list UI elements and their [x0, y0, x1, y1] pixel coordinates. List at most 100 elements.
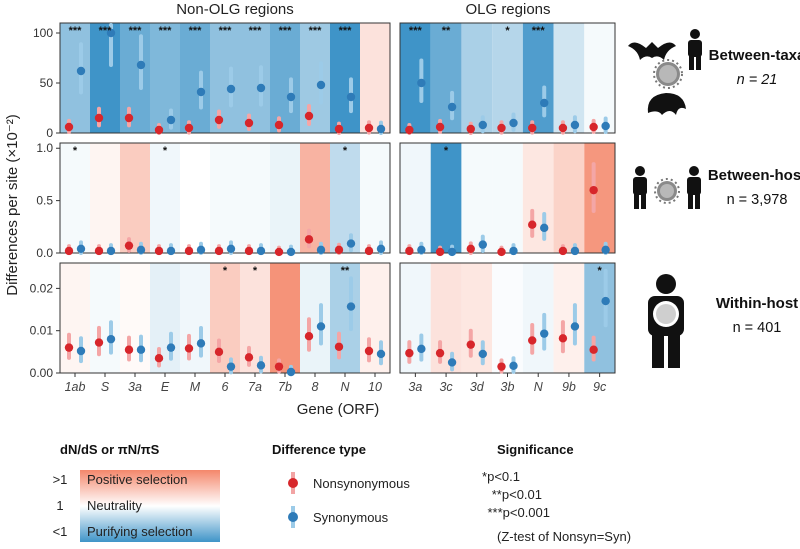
syn-point [196, 245, 206, 255]
nonsyn-point [466, 244, 475, 254]
syn-point [417, 78, 426, 88]
nonsyn-point [304, 331, 314, 341]
nonsyn-point [64, 246, 74, 256]
ratio-shading [492, 23, 523, 133]
significance-star: ** [341, 265, 350, 277]
ratio-shading [461, 263, 493, 373]
nonsyn-point [94, 113, 104, 123]
significance-star: *** [219, 25, 233, 37]
ratio-shading [400, 263, 431, 373]
nonsyn-point [94, 338, 104, 347]
panel-frame [399, 22, 616, 134]
ratio-shading [461, 143, 493, 253]
y-tick-label: 0.00 [30, 366, 54, 380]
infected-human-icon [648, 274, 684, 368]
ratio-shading [430, 263, 462, 373]
syn-point [540, 223, 549, 233]
syn-point [478, 349, 487, 359]
row-label-within-host: Within-host [716, 295, 798, 312]
gene-label: N [340, 380, 350, 394]
ratio-shading [180, 263, 210, 373]
ratio-shading [240, 23, 270, 133]
nonsyn-point [184, 246, 194, 256]
ratio-shading [270, 263, 300, 373]
y-tick-label: 0.0 [36, 246, 53, 260]
nonsyn-point [154, 125, 164, 135]
syn-point [478, 240, 487, 249]
human-left-icon [633, 166, 647, 209]
syn-point [286, 367, 296, 377]
syn-point [376, 124, 386, 134]
significance-star: *** [69, 25, 83, 37]
significance-star: *** [99, 25, 113, 37]
ratio-shading [400, 23, 431, 133]
human-icon [688, 29, 702, 70]
syn-point [76, 346, 86, 356]
gene-label: 3d [470, 380, 485, 394]
legend-ratio-gradient [80, 470, 220, 542]
gene-label: 10 [368, 380, 382, 394]
ratio-shading [330, 143, 360, 253]
nonsyn-point [497, 362, 506, 371]
nonsyn-point [364, 346, 374, 356]
significance-star: *** [532, 25, 546, 37]
ratio-shading [430, 23, 462, 133]
syn-point [226, 84, 236, 94]
ratio-shading [553, 23, 585, 133]
row-n-within-host: n = 401 [733, 320, 782, 336]
significance-star: *** [279, 25, 293, 37]
ratio-shading [522, 143, 554, 253]
ratio-shading [60, 263, 90, 373]
legend-nonsyn-label: Nonsynonymous [313, 476, 410, 491]
legend-label-purifying: Purifying selection [87, 524, 193, 539]
nonsyn-point [124, 113, 134, 123]
y-tick-label: 0.02 [30, 281, 54, 295]
syn-point [570, 120, 580, 130]
syn-point [316, 80, 326, 90]
nonsyn-point [435, 122, 445, 132]
gene-label: 3a [408, 380, 422, 394]
ratio-shading [240, 143, 270, 253]
legend-level-pos: >1 [53, 472, 68, 487]
syn-point [196, 87, 206, 97]
legend-label-positive: Positive selection [87, 472, 187, 487]
y-tick-label: 1.0 [36, 141, 53, 155]
syn-point [540, 329, 549, 338]
significance-star: *** [249, 25, 263, 37]
ratio-shading [360, 23, 390, 133]
ratio-shading [492, 263, 523, 373]
row-n-between-host: n = 3,978 [727, 192, 788, 208]
nonsyn-point [124, 241, 134, 250]
nonsyn-point [497, 123, 506, 133]
syn-point [106, 334, 116, 344]
nonsyn-point [528, 123, 537, 133]
ratio-shading [492, 143, 523, 253]
nonsyn-point [435, 247, 445, 257]
gene-label: 8 [312, 380, 319, 394]
ratio-shading [330, 263, 360, 373]
syn-point [447, 358, 457, 367]
ratio-shading [240, 263, 270, 373]
legend-sig-1: *p<0.1 [482, 469, 520, 484]
row-label-between-taxa: Between-taxa [709, 47, 800, 64]
legend-ratio-title: dN/dS or πN/πS [60, 442, 160, 457]
significance-star: * [163, 145, 168, 157]
nonsyn-point [334, 245, 344, 255]
nonsyn-point [528, 336, 537, 345]
nonsyn-point [64, 122, 74, 132]
significance-star: * [73, 145, 78, 157]
ratio-shading [90, 23, 120, 133]
syn-point [346, 239, 356, 248]
syn-point [570, 322, 580, 331]
syn-point [166, 246, 176, 256]
syn-point [166, 343, 176, 352]
row-n-between-taxa: n = 21 [737, 72, 778, 88]
nonsyn-point [435, 348, 445, 358]
syn-point [417, 245, 426, 255]
y-tick-label: 50 [40, 76, 54, 90]
ratio-shading [522, 23, 554, 133]
ratio-shading [180, 23, 210, 133]
nonsyn-point [214, 115, 224, 125]
syn-point [76, 66, 86, 76]
ratio-shading [120, 263, 150, 373]
